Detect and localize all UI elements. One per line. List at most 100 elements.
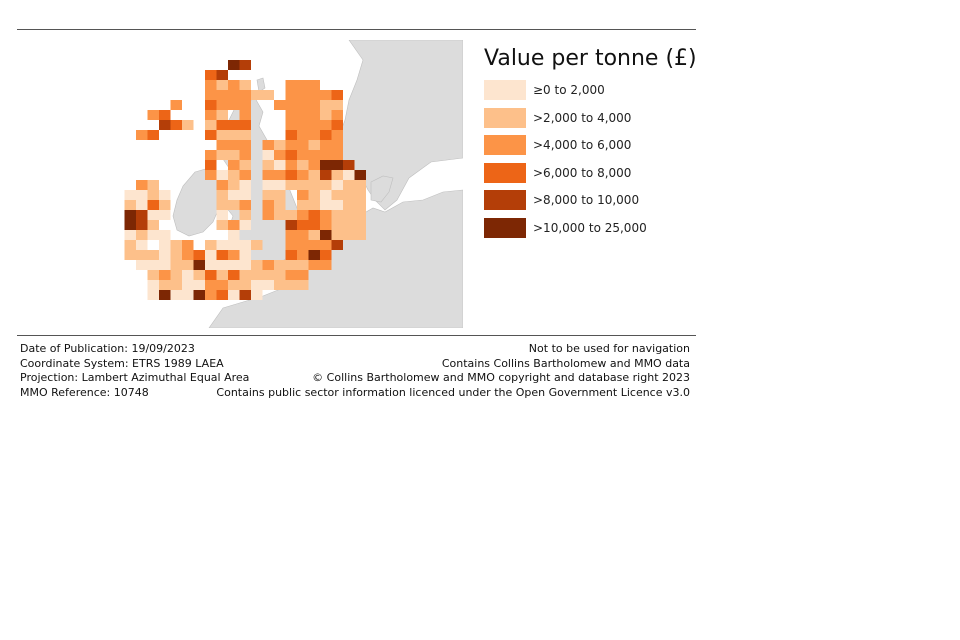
- grid-cell[interactable]: [308, 150, 321, 160]
- grid-cell[interactable]: [159, 240, 171, 250]
- grid-cell[interactable]: [205, 100, 217, 110]
- grid-cell[interactable]: [274, 180, 286, 190]
- grid-cell[interactable]: [136, 220, 148, 230]
- grid-cell[interactable]: [239, 140, 252, 150]
- grid-cell[interactable]: [170, 120, 183, 130]
- grid-cell[interactable]: [239, 250, 252, 260]
- grid-cell[interactable]: [262, 170, 275, 180]
- grid-cell[interactable]: [239, 260, 252, 270]
- grid-cell[interactable]: [159, 200, 171, 210]
- grid-cell[interactable]: [147, 250, 160, 260]
- grid-cell[interactable]: [320, 140, 332, 150]
- grid-cell[interactable]: [320, 130, 332, 140]
- grid-cell[interactable]: [136, 200, 148, 210]
- grid-cell[interactable]: [297, 120, 309, 130]
- grid-cell[interactable]: [239, 130, 252, 140]
- grid-cell[interactable]: [216, 260, 229, 270]
- grid-cell[interactable]: [136, 240, 148, 250]
- grid-cell[interactable]: [297, 90, 309, 100]
- grid-cell[interactable]: [124, 230, 137, 240]
- grid-cell[interactable]: [343, 180, 355, 190]
- grid-cell[interactable]: [308, 100, 321, 110]
- grid-cell[interactable]: [239, 170, 252, 180]
- grid-cell[interactable]: [285, 220, 298, 230]
- grid-cell[interactable]: [274, 100, 286, 110]
- grid-cell[interactable]: [297, 210, 309, 220]
- grid-cell[interactable]: [216, 210, 229, 220]
- grid-cell[interactable]: [216, 190, 229, 200]
- grid-cell[interactable]: [147, 210, 160, 220]
- grid-cell[interactable]: [239, 290, 252, 300]
- grid-cell[interactable]: [228, 170, 240, 180]
- grid-cell[interactable]: [274, 170, 286, 180]
- grid-cell[interactable]: [343, 190, 355, 200]
- grid-cell[interactable]: [262, 280, 275, 290]
- grid-cell[interactable]: [320, 120, 332, 130]
- grid-cell[interactable]: [216, 70, 229, 80]
- grid-cell[interactable]: [285, 270, 298, 280]
- grid-cell[interactable]: [320, 90, 332, 100]
- grid-cell[interactable]: [159, 230, 171, 240]
- grid-cell[interactable]: [124, 240, 137, 250]
- grid-cell[interactable]: [124, 250, 137, 260]
- grid-cell[interactable]: [205, 260, 217, 270]
- grid-cell[interactable]: [239, 100, 252, 110]
- grid-cell[interactable]: [262, 190, 275, 200]
- grid-cell[interactable]: [343, 220, 355, 230]
- grid-cell[interactable]: [205, 280, 217, 290]
- grid-cell[interactable]: [205, 250, 217, 260]
- grid-cell[interactable]: [216, 150, 229, 160]
- grid-cell[interactable]: [320, 150, 332, 160]
- grid-cell[interactable]: [159, 270, 171, 280]
- grid-cell[interactable]: [285, 260, 298, 270]
- grid-cell[interactable]: [354, 230, 367, 240]
- grid-cell[interactable]: [170, 280, 183, 290]
- grid-cell[interactable]: [205, 80, 217, 90]
- grid-cell[interactable]: [239, 270, 252, 280]
- grid-cell[interactable]: [216, 240, 229, 250]
- grid-cell[interactable]: [331, 240, 344, 250]
- grid-cell[interactable]: [216, 90, 229, 100]
- grid-cell[interactable]: [239, 60, 252, 70]
- grid-cell[interactable]: [159, 290, 171, 300]
- grid-cell[interactable]: [297, 240, 309, 250]
- grid-cell[interactable]: [320, 220, 332, 230]
- grid-cell[interactable]: [331, 220, 344, 230]
- grid-cell[interactable]: [262, 260, 275, 270]
- grid-cell[interactable]: [239, 110, 252, 120]
- grid-cell[interactable]: [262, 140, 275, 150]
- grid-cell[interactable]: [343, 210, 355, 220]
- grid-cell[interactable]: [274, 260, 286, 270]
- grid-cell[interactable]: [182, 250, 194, 260]
- grid-cell[interactable]: [147, 130, 160, 140]
- grid-cell[interactable]: [239, 280, 252, 290]
- grid-cell[interactable]: [308, 170, 321, 180]
- grid-cell[interactable]: [274, 200, 286, 210]
- grid-cell[interactable]: [124, 200, 137, 210]
- grid-cell[interactable]: [297, 110, 309, 120]
- grid-cell[interactable]: [193, 290, 206, 300]
- grid-cell[interactable]: [331, 110, 344, 120]
- grid-cell[interactable]: [308, 200, 321, 210]
- grid-cell[interactable]: [147, 190, 160, 200]
- grid-cell[interactable]: [170, 240, 183, 250]
- grid-cell[interactable]: [239, 80, 252, 90]
- grid-cell[interactable]: [216, 200, 229, 210]
- grid-cell[interactable]: [354, 190, 367, 200]
- grid-cell[interactable]: [216, 110, 229, 120]
- grid-cell[interactable]: [308, 250, 321, 260]
- grid-cell[interactable]: [205, 290, 217, 300]
- grid-cell[interactable]: [159, 210, 171, 220]
- grid-cell[interactable]: [170, 250, 183, 260]
- grid-cell[interactable]: [228, 250, 240, 260]
- grid-cell[interactable]: [216, 170, 229, 180]
- grid-cell[interactable]: [331, 90, 344, 100]
- grid-cell[interactable]: [331, 210, 344, 220]
- grid-cell[interactable]: [170, 270, 183, 280]
- grid-cell[interactable]: [205, 120, 217, 130]
- grid-cell[interactable]: [216, 270, 229, 280]
- grid-cell[interactable]: [170, 290, 183, 300]
- grid-cell[interactable]: [159, 120, 171, 130]
- grid-cell[interactable]: [297, 170, 309, 180]
- grid-cell[interactable]: [251, 240, 263, 250]
